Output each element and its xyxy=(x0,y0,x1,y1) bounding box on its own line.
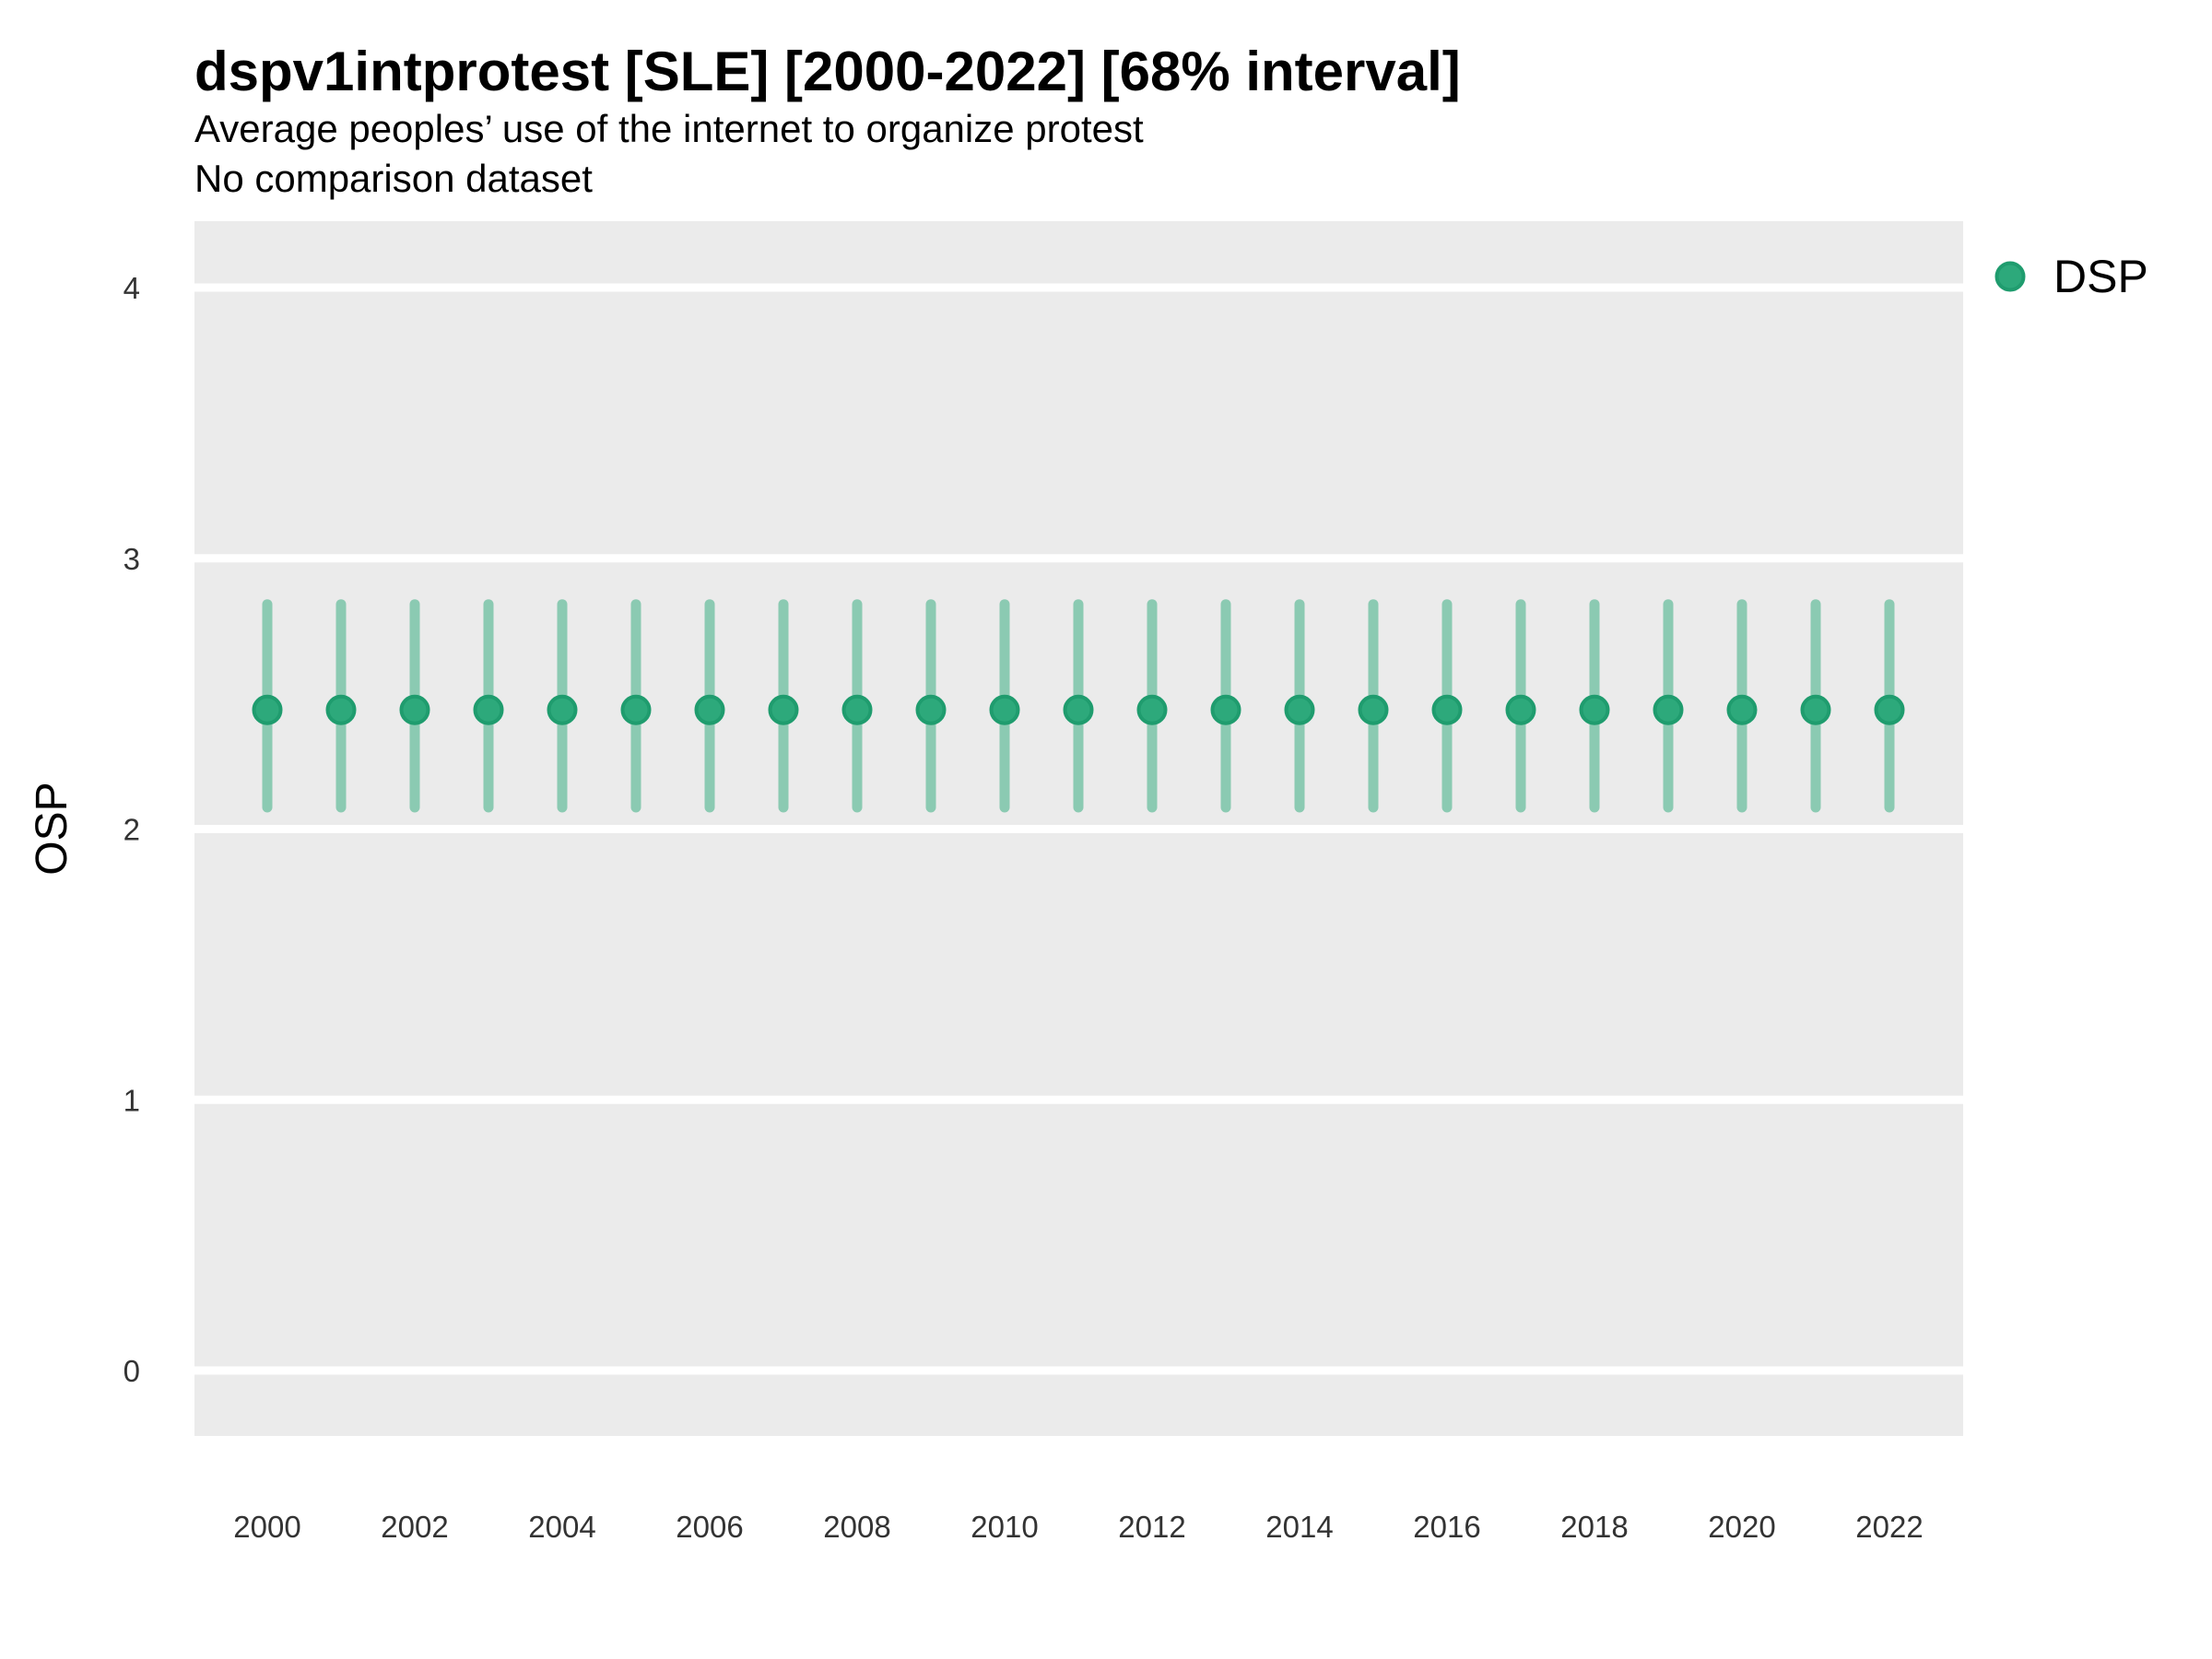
y-axis-tick-labels: 0 1 2 3 4 xyxy=(124,271,140,1388)
data-point xyxy=(841,694,873,725)
y-tick-label: 2 xyxy=(124,813,140,847)
y-tick-label: 3 xyxy=(124,542,140,576)
data-point xyxy=(1726,694,1758,725)
x-tick-label: 2002 xyxy=(381,1510,448,1544)
data-point xyxy=(620,694,652,725)
x-tick-label: 2010 xyxy=(971,1510,1038,1544)
y-tick-label: 0 xyxy=(124,1354,140,1388)
data-point xyxy=(989,694,1020,725)
legend-point-icon xyxy=(1994,261,2026,292)
data-point xyxy=(1210,694,1241,725)
data-point xyxy=(1358,694,1389,725)
gridline-group xyxy=(194,283,1963,1375)
x-tick-label: 2016 xyxy=(1413,1510,1480,1544)
x-axis-tick-labels: 2000 2002 2004 2006 2008 2010 2012 2014 2016 2018… xyxy=(233,1510,1923,1544)
x-tick-label: 2000 xyxy=(233,1510,300,1544)
x-tick-label: 2020 xyxy=(1708,1510,1775,1544)
legend-item-label: DSP xyxy=(2053,251,2148,302)
x-tick-label: 2012 xyxy=(1118,1510,1185,1544)
data-point xyxy=(1284,694,1315,725)
data-point xyxy=(325,694,357,725)
x-tick-label: 2022 xyxy=(1855,1510,1923,1544)
data-point xyxy=(1653,694,1684,725)
chart-title: dspv1intprotest [SLE] [2000-2022] [68% i… xyxy=(194,41,1461,102)
data-point xyxy=(694,694,725,725)
x-tick-label: 2006 xyxy=(676,1510,743,1544)
y-tick-label: 4 xyxy=(124,271,140,305)
data-marks-group xyxy=(252,599,1905,813)
data-point xyxy=(1136,694,1168,725)
x-tick-label: 2004 xyxy=(528,1510,595,1544)
chart-subtitle: Average peoples’ use of the internet to … xyxy=(194,107,1144,150)
legend: DSP xyxy=(1994,251,2148,302)
data-point xyxy=(1800,694,1831,725)
data-point xyxy=(1505,694,1536,725)
x-tick-label: 2018 xyxy=(1560,1510,1628,1544)
data-point xyxy=(915,694,947,725)
data-point xyxy=(399,694,430,725)
x-tick-label: 2014 xyxy=(1265,1510,1333,1544)
data-point xyxy=(1063,694,1094,725)
data-point xyxy=(547,694,578,725)
data-point xyxy=(1431,694,1463,725)
data-point xyxy=(473,694,504,725)
y-tick-label: 1 xyxy=(124,1083,140,1117)
data-point xyxy=(252,694,283,725)
x-tick-label: 2008 xyxy=(823,1510,890,1544)
y-axis-title: OSP xyxy=(28,782,76,875)
data-point xyxy=(1874,694,1905,725)
data-point xyxy=(1579,694,1610,725)
data-point xyxy=(768,694,799,725)
comparison-note: No comparison dataset xyxy=(194,157,593,200)
